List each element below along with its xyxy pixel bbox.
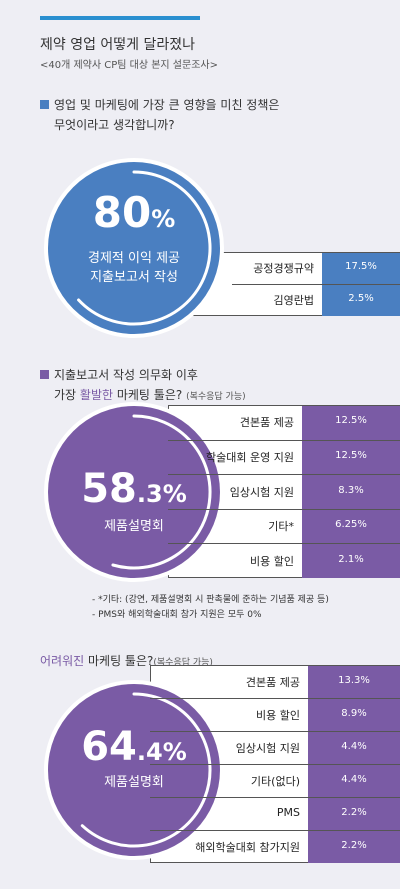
s2-question-text1: 지출보고서 작성 의무화 이후 [54, 368, 198, 382]
s3-circle-label: 제품설명회 [104, 775, 164, 790]
row-divider [168, 508, 400, 510]
category-label: 견본품 제공 [245, 675, 300, 689]
s2-q-highlight: 활발한 [79, 388, 114, 402]
value-label: 4.4% [341, 740, 367, 752]
s1-circle-label1: 경제적 이익 제공 [88, 251, 180, 266]
category-label: 공정경쟁규약 [253, 262, 314, 275]
s2-question-line2: 가장 활발한 마케팅 툴은? (복수응답 가능) [54, 386, 246, 407]
value-label: 2.2% [341, 839, 367, 851]
value-label: 2.2% [341, 806, 367, 818]
value-cell [308, 699, 400, 731]
value-label: 8.3% [338, 484, 364, 496]
row-divider [150, 731, 400, 732]
category-label: 견본품 제공 [239, 416, 294, 430]
page-title: 제약 영업 어떻게 달라졌나 [40, 37, 196, 53]
value-label: 13.3% [338, 674, 370, 686]
value-cell [308, 765, 400, 797]
s3-big-value: 64.4% [36, 724, 232, 770]
category-label: 임상시험 지원 [235, 741, 300, 755]
category-label: 비용 할인 [250, 554, 294, 568]
row-divider [232, 284, 400, 285]
s1-progress-arc [77, 170, 212, 326]
value-cell [302, 544, 400, 578]
s2-note-1: - *기타: (강연, 제품설명회 시 판촉물에 준하는 기념품 제공 등) [92, 595, 329, 605]
category-label: PMS [276, 805, 300, 819]
s1-big-unit: % [151, 205, 176, 233]
page-subtitle: <40개 제약사 CP팀 대상 본지 설문조사> [40, 60, 218, 71]
s2-question-line1: 지출보고서 작성 의무화 이후 [40, 366, 198, 385]
value-label: 6.25% [335, 519, 367, 531]
value-label: 17.5% [345, 261, 377, 272]
value-cell [308, 798, 400, 830]
s1-circle-label2: 지출보고서 작성 [90, 270, 178, 285]
s2-circle-svg [44, 402, 224, 582]
s2-circle-label: 제품설명회 [104, 519, 164, 534]
row-divider [150, 698, 400, 699]
s1-question-line1: 영업 및 마케팅에 가장 큰 영향을 미친 정책은 [40, 96, 279, 115]
value-label: 12.5% [335, 449, 367, 461]
s3-q-highlight: 어려워진 [40, 654, 85, 668]
value-cell [322, 285, 400, 316]
s1-square-bullet-icon [40, 100, 49, 109]
value-label: 12.5% [335, 415, 367, 427]
header-accent-bar [40, 16, 200, 20]
value-cell [322, 253, 400, 284]
s3-q-post: 마케팅 툴은? [84, 654, 154, 668]
value-cell [302, 509, 400, 544]
s2-circle: 58.3% 제품설명회 [36, 394, 232, 590]
category-label: 해외학술대회 참가지원 [195, 840, 300, 854]
s2-big-number: 58 [81, 466, 137, 512]
s2-q-post: 마케팅 툴은? [113, 388, 183, 402]
value-label: 2.1% [338, 553, 364, 565]
s2-big-decimal: .3 [136, 480, 163, 508]
s1-big-number: 80 [92, 188, 152, 237]
s3-big-decimal: .4 [136, 738, 163, 766]
category-label: 비용 할인 [256, 708, 300, 722]
s3-question: 어려워진 마케팅 툴은?(복수응답 가능) [40, 652, 213, 673]
row-divider [150, 830, 400, 831]
value-cell [302, 440, 400, 475]
s2-q-note: (복수응답 가능) [186, 392, 246, 402]
s1-question-text1: 영업 및 마케팅에 가장 큰 영향을 미친 정책은 [54, 98, 280, 112]
s3-big-unit: % [162, 738, 187, 766]
value-label: 4.4% [341, 773, 367, 785]
value-cell [308, 831, 400, 863]
s3-circle-svg [44, 680, 224, 860]
value-cell [308, 666, 400, 698]
s2-circle-fill [48, 406, 220, 578]
value-label: 8.9% [341, 707, 367, 719]
s1-circle-svg [44, 158, 224, 338]
row-divider [150, 797, 400, 798]
category-label: 기타* [268, 520, 294, 534]
s3-q-note: (복수응답 가능) [153, 658, 213, 668]
category-label: 김영란법 [273, 294, 314, 307]
s1-big-value: 80% [36, 188, 232, 237]
s2-big-unit: % [162, 480, 187, 508]
row-divider [150, 764, 400, 765]
s2-big-value: 58.3% [36, 466, 232, 512]
s1-circle: 80% 경제적 이익 제공 지출보고서 작성 [36, 150, 232, 346]
s3-big-number: 64 [81, 724, 137, 770]
row-divider [168, 439, 400, 441]
s3-circle: 64.4% 제품설명회 [36, 672, 232, 868]
row-divider [168, 474, 400, 476]
s2-square-bullet-icon [40, 370, 49, 379]
category-label: 기타(없다) [250, 774, 300, 788]
s2-progress-arc [111, 414, 212, 570]
s1-question-line2: 무엇이라고 생각합니까? [54, 118, 175, 132]
row-divider [168, 543, 400, 545]
value-cell [308, 732, 400, 764]
category-label: 임상시험 지원 [229, 485, 294, 499]
s1-circle-fill [48, 162, 220, 334]
value-cell [302, 406, 400, 440]
value-label: 2.5% [348, 293, 374, 304]
category-label: 학술대회 운영 지원 [206, 450, 294, 464]
value-cell [302, 475, 400, 509]
s3-circle-fill [48, 684, 220, 856]
s2-note-2: - PMS와 해외학술대회 참가 지원은 모두 0% [92, 610, 262, 620]
s2-q-pre: 가장 [54, 388, 80, 402]
